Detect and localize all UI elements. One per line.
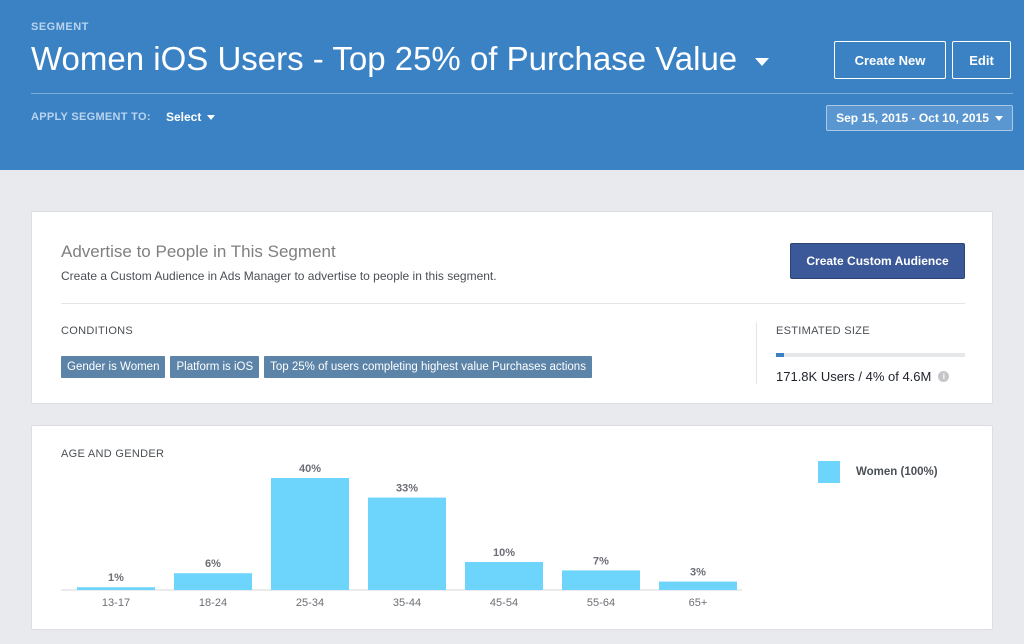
tick-label-25-34: 25-34 [296,597,324,609]
estimated-size: 171.8K Users / 4% of 4.6M i [776,369,950,384]
age-gender-bar-chart: 1% 13-17 6% 18-24 40% 25-34 33% 35-44 10% 45-54 7%… [61,463,742,609]
header-divider [31,93,1013,94]
value-label-35-44: 33% [396,483,418,495]
value-label-18-24: 6% [205,558,221,570]
bar-25-34[interactable] [271,478,349,590]
value-label-55-64: 7% [593,555,609,567]
value-label-25-34: 40% [299,463,321,475]
info-icon[interactable]: i [938,371,950,382]
tick-label-13-17: 13-17 [102,597,130,609]
bar-65+[interactable] [659,581,737,590]
tick-label-45-54: 45-54 [490,597,518,609]
value-label-65+: 3% [690,567,706,579]
create-custom-audience-button[interactable]: Create Custom Audience [790,243,965,279]
estimated-size-value: 171.8K Users / 4% of 4.6M [776,369,932,384]
estimated-size-label: ESTIMATED SIZE [776,325,870,337]
tick-label-35-44: 35-44 [393,597,421,609]
card-divider [61,303,965,304]
date-range-value: Sep 15, 2015 - Oct 10, 2015 [836,111,989,125]
tick-label-18-24: 18-24 [199,597,227,609]
condition-tags: Gender is Women Platform is iOS Top 25% … [61,356,592,378]
condition-tag: Gender is Women [61,356,166,378]
value-label-13-17: 1% [108,572,124,584]
advertise-card: Advertise to People in This Segment Crea… [31,211,993,404]
segment-label: SEGMENT [31,21,89,33]
bar-45-54[interactable] [465,562,543,590]
advertise-title: Advertise to People in This Segment [61,242,336,261]
age-gender-card: AGE AND GENDER 1% 13-17 6% 18-24 40% 25-34 33%… [31,425,993,630]
bar-35-44[interactable] [368,497,446,590]
tick-label-55-64: 55-64 [587,597,615,609]
apply-segment-label: APPLY SEGMENT TO: [31,111,151,123]
advertise-description: Create a Custom Audience in Ads Manager … [61,269,497,283]
create-new-button[interactable]: Create New [834,41,946,79]
date-range-picker[interactable]: Sep 15, 2015 - Oct 10, 2015 [826,105,1013,131]
value-label-45-54: 10% [493,547,515,559]
legend-swatch [818,461,840,483]
apply-segment-select[interactable]: Select [166,110,216,124]
legend-label: Women (100%) [856,466,938,478]
bar-13-17[interactable] [77,587,155,590]
chart-legend: Women (100%) [818,461,938,483]
segment-header: SEGMENT Women iOS Users - Top 25% of Pur… [0,0,1024,170]
edit-button[interactable]: Edit [952,41,1011,79]
chart-title: AGE AND GENDER [61,448,165,460]
page-title: Women iOS Users - Top 25% of Purchase Va… [31,40,738,77]
condition-tag: Top 25% of users completing highest valu… [264,356,592,378]
estimated-size-bar [776,353,965,357]
apply-select-value: Select [166,110,202,124]
vertical-divider [756,322,757,384]
conditions-label: CONDITIONS [61,325,134,337]
chevron-down-icon[interactable] [755,58,770,66]
caret-down-icon [994,115,1003,121]
segment-title-dropdown[interactable]: Women iOS Users - Top 25% of Purchase Va… [31,40,770,78]
caret-down-icon [207,114,216,120]
tick-label-65+: 65+ [689,597,708,609]
bar-55-64[interactable] [562,570,640,590]
bar-18-24[interactable] [174,573,252,590]
condition-tag: Platform is iOS [170,356,260,378]
estimated-size-bar-fill [776,353,784,357]
